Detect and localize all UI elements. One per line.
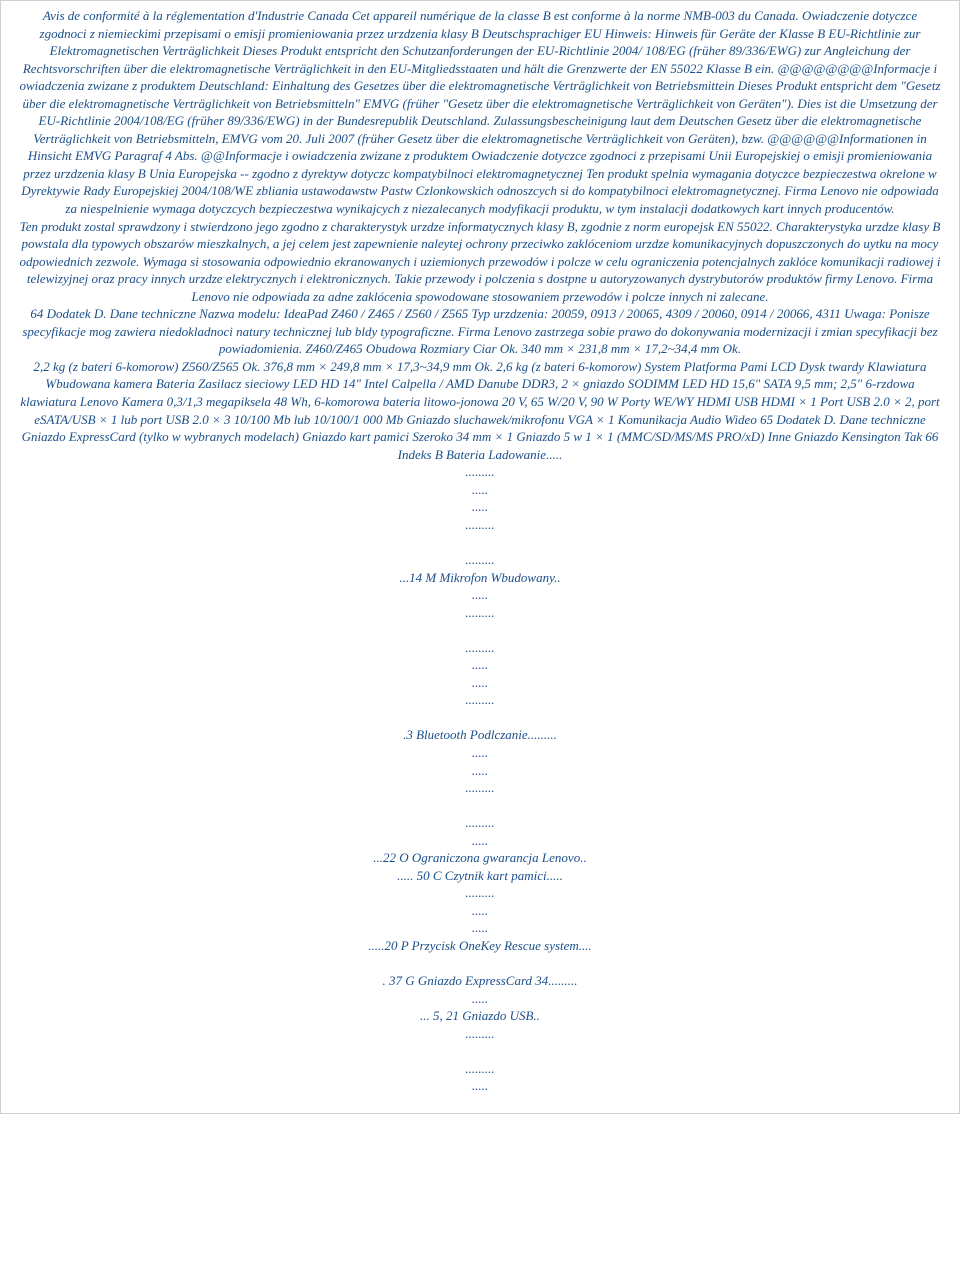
dots-line: ......... <box>19 691 941 709</box>
dots-line: ..... <box>19 656 941 674</box>
index-entry-bluetooth: .3 Bluetooth Podlczanie......... <box>19 726 941 744</box>
dots-line: ..... <box>19 674 941 692</box>
dots-line: ......... <box>19 551 941 569</box>
index-entry-expresscard: . 37 G Gniazdo ExpressCard 34......... <box>19 972 941 990</box>
dots-line: ..... <box>19 1077 941 1095</box>
dots-line: ......... <box>19 814 941 832</box>
dots-line <box>19 533 941 551</box>
dots-line: ..... <box>19 832 941 850</box>
dots-line: ......... <box>19 604 941 622</box>
dots-line <box>19 797 941 815</box>
dots-line: ......... <box>19 463 941 481</box>
dots-line: ..... <box>19 481 941 499</box>
index-entry-gwarancja: ...22 O Ograniczona gwarancja Lenovo.. <box>19 849 941 867</box>
document-page: Avis de conformité à la réglementation d… <box>0 0 960 1114</box>
dots-line: ..... <box>19 744 941 762</box>
index-entry-onekey: .....20 P Przycisk OneKey Rescue system.… <box>19 937 941 955</box>
paragraph-4: 2,2 kg (z bateri 6-komorow) Z560/Z565 Ok… <box>19 358 941 463</box>
paragraph-1: Avis de conformité à la réglementation d… <box>19 7 941 218</box>
dots-line: ......... <box>19 779 941 797</box>
dots-line: ..... <box>19 990 941 1008</box>
dots-line <box>19 955 941 973</box>
paragraph-3: 64 Dodatek D. Dane techniczne Nazwa mode… <box>19 305 941 358</box>
dots-line: ......... <box>19 1060 941 1078</box>
paragraph-2: Ten produkt zostal sprawdzony i stwierdz… <box>19 218 941 306</box>
dots-line: ......... <box>19 884 941 902</box>
dots-line: ......... <box>19 639 941 657</box>
index-entry-czytnik: ..... 50 C Czytnik kart pamici..... <box>19 867 941 885</box>
dots-line <box>19 709 941 727</box>
dots-line: ..... <box>19 762 941 780</box>
dots-line <box>19 621 941 639</box>
dots-line: ..... <box>19 586 941 604</box>
dots-line: ..... <box>19 902 941 920</box>
index-entry-usb: ... 5, 21 Gniazdo USB.. <box>19 1007 941 1025</box>
dots-line: ..... <box>19 919 941 937</box>
dots-line: ......... <box>19 516 941 534</box>
dots-line <box>19 1042 941 1060</box>
dots-line: ..... <box>19 498 941 516</box>
index-entry-mikrofon: ...14 M Mikrofon Wbudowany.. <box>19 569 941 587</box>
dots-line: ......... <box>19 1025 941 1043</box>
